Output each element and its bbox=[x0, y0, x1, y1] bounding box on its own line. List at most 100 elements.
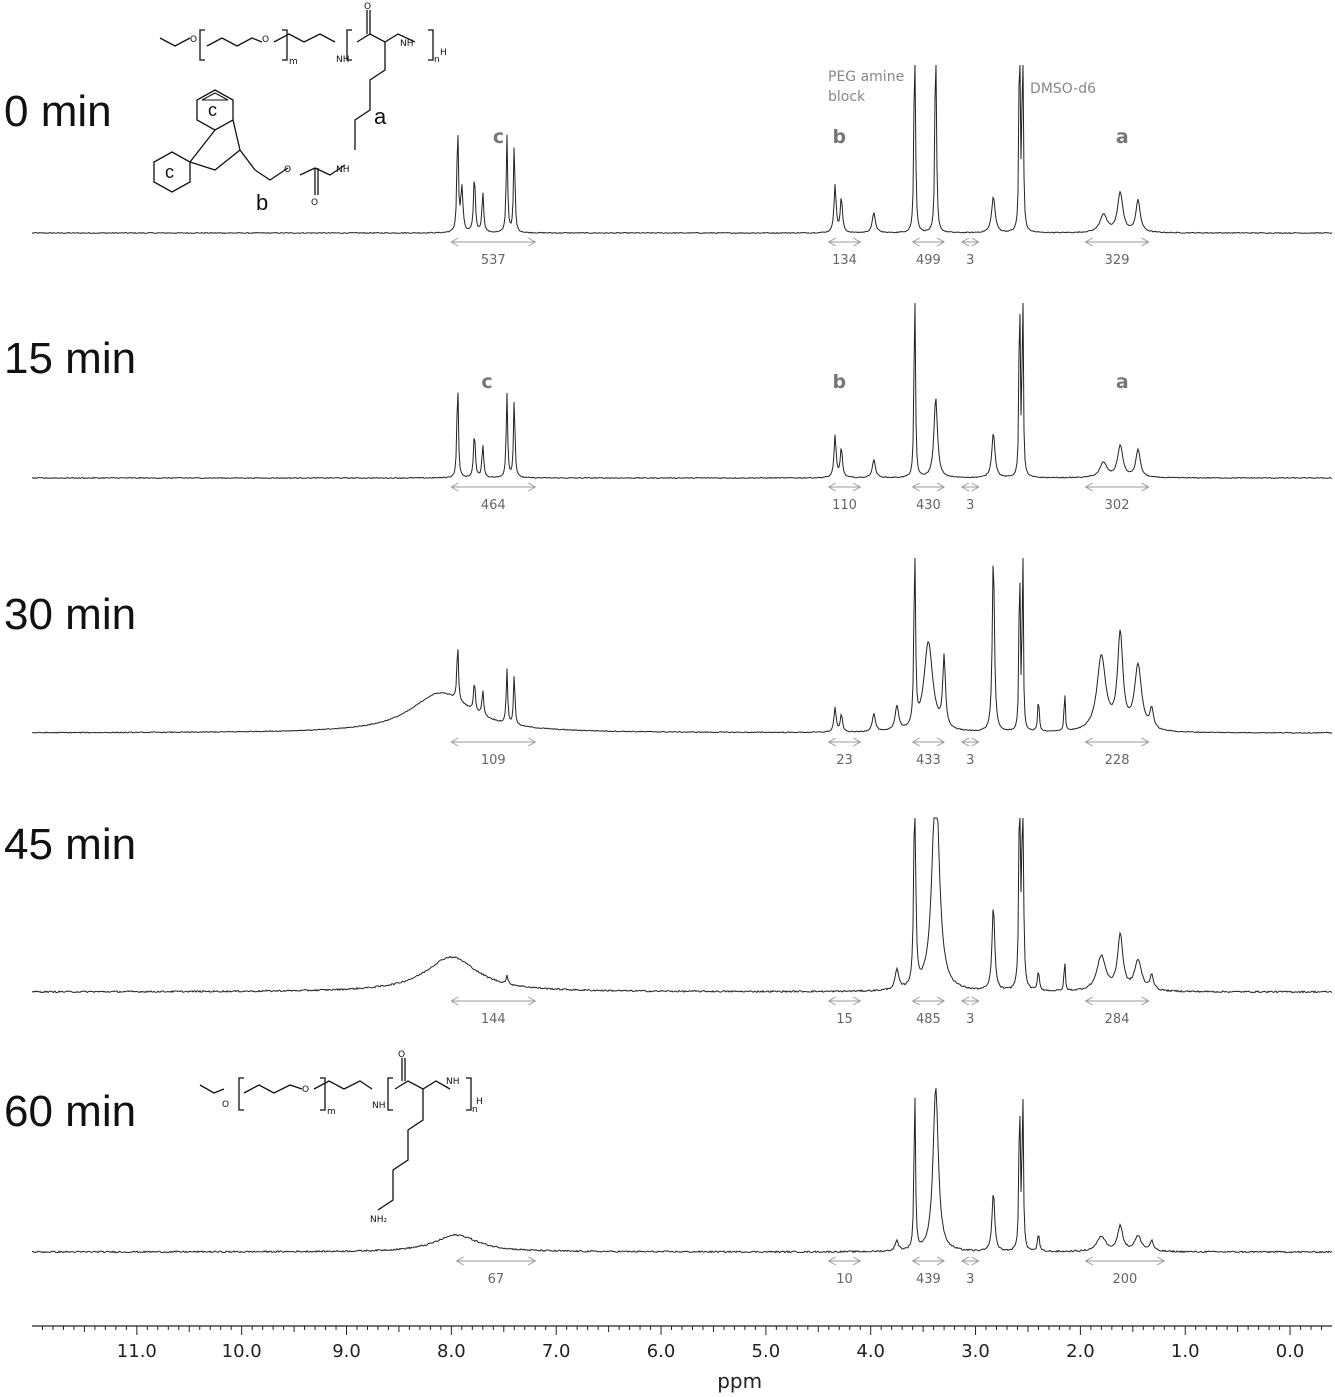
peg-annotation-line2: block bbox=[828, 89, 866, 105]
integral-label: 284 bbox=[1105, 1012, 1130, 1027]
struct-nh1: NH bbox=[336, 55, 350, 65]
integral-label: 464 bbox=[481, 498, 506, 513]
integral-label: 144 bbox=[481, 1012, 506, 1027]
structure-fmoc-labels: O O m NH O NH n H NH O O a b c c bbox=[165, 2, 447, 215]
x-tick-label: 8.0 bbox=[437, 1341, 466, 1362]
integral-label: 3 bbox=[966, 1012, 974, 1027]
spectrum-1: 15 min c b a 464 110 430 3 302 bbox=[4, 302, 1333, 513]
struct-o1: O bbox=[190, 35, 197, 45]
peak-label-a: a bbox=[1116, 126, 1129, 148]
struct-o2: O bbox=[262, 35, 269, 45]
integral: 284 bbox=[1084, 996, 1150, 1027]
struct-n: n bbox=[434, 55, 440, 65]
x-tick-label: 4.0 bbox=[856, 1341, 885, 1362]
x-axis: 11.0 10.0 9.0 8.0 7.0 6.0 5.0 4.0 3.0 2.0 1.0 0.0 pp… bbox=[32, 1325, 1332, 1393]
integral: 439 bbox=[911, 1256, 946, 1287]
spectrum-3: 45 min 144 15 485 3 284 bbox=[4, 817, 1333, 1027]
integral-label: 329 bbox=[1105, 253, 1130, 268]
integral: 3 bbox=[960, 482, 980, 513]
integral-label: 110 bbox=[832, 498, 857, 513]
integral: 15 bbox=[827, 996, 862, 1027]
struct-m: m bbox=[289, 57, 298, 67]
integral-label: 23 bbox=[836, 753, 853, 768]
structure-deprotected-labels: O O m NH O NH n H NH₂ bbox=[222, 1050, 483, 1225]
integral: 3 bbox=[960, 1256, 980, 1287]
integral-label: 3 bbox=[966, 753, 974, 768]
peak-label-a: a bbox=[1116, 371, 1129, 393]
integral-label: 485 bbox=[916, 1012, 941, 1027]
integral-label: 109 bbox=[481, 753, 506, 768]
struct-label-c2: c bbox=[165, 162, 174, 182]
integral: 200 bbox=[1084, 1256, 1166, 1287]
spectrum-4: 60 min 67 10 439 3 200 bbox=[4, 1087, 1333, 1287]
integral-label: 302 bbox=[1105, 498, 1130, 513]
time-label: 15 min bbox=[4, 334, 136, 383]
integral: 228 bbox=[1084, 737, 1150, 768]
spectrum-0: 0 min c b a 537 134 499 3 329 bbox=[4, 64, 1333, 268]
peg-annotation: PEG amine bbox=[828, 69, 904, 85]
dmso-annotation: DMSO-d6 bbox=[1030, 81, 1096, 97]
integral-label: 10 bbox=[836, 1272, 853, 1287]
spectrum-trace bbox=[31, 1088, 1333, 1254]
integral: 10 bbox=[827, 1256, 862, 1287]
integral: 329 bbox=[1084, 237, 1150, 268]
integral-label: 3 bbox=[966, 253, 974, 268]
integral: 109 bbox=[450, 737, 537, 768]
integral: 430 bbox=[911, 482, 946, 513]
integral-label: 15 bbox=[836, 1012, 853, 1027]
spectrum-trace bbox=[31, 64, 1333, 235]
integral: 433 bbox=[911, 737, 946, 768]
integral-label: 439 bbox=[916, 1272, 941, 1287]
struct-h: H bbox=[440, 48, 447, 58]
integral: 302 bbox=[1084, 482, 1150, 513]
spectrum-trace bbox=[31, 302, 1333, 480]
integral-label: 430 bbox=[916, 498, 941, 513]
struct-b-h: H bbox=[476, 1097, 483, 1107]
peak-label-b: b bbox=[832, 126, 846, 148]
struct-nh2: NH bbox=[400, 39, 414, 49]
struct-b-nh1: NH bbox=[372, 1101, 386, 1111]
integral-label: 67 bbox=[488, 1272, 505, 1287]
x-tick-label: 9.0 bbox=[332, 1341, 361, 1362]
integral: 464 bbox=[450, 482, 537, 513]
integral: 485 bbox=[911, 996, 946, 1027]
struct-label-c1: c bbox=[208, 100, 217, 120]
integral: 67 bbox=[455, 1256, 537, 1287]
struct-o5: O bbox=[311, 198, 318, 208]
spectra-group: 0 min c b a 537 134 499 3 329 15 min c b a 464 110 430 3… bbox=[4, 64, 1333, 1287]
spectrum-trace bbox=[31, 817, 1333, 994]
peak-label-b: b bbox=[832, 371, 846, 393]
integral: 134 bbox=[827, 237, 862, 268]
integral-label: 499 bbox=[916, 253, 941, 268]
integral-label: 433 bbox=[916, 753, 941, 768]
spectrum-2: 30 min 109 23 433 3 228 bbox=[4, 557, 1332, 768]
struct-o3: O bbox=[364, 2, 371, 12]
struct-nh3: NH bbox=[336, 165, 350, 175]
struct-o4: O bbox=[284, 165, 291, 175]
integral: 499 bbox=[911, 237, 946, 268]
struct-b-nh2: NH bbox=[446, 1077, 460, 1087]
integral-label: 200 bbox=[1113, 1272, 1138, 1287]
x-tick-label: 7.0 bbox=[542, 1341, 571, 1362]
x-tick-label: 5.0 bbox=[752, 1341, 781, 1362]
integral-label: 228 bbox=[1105, 753, 1130, 768]
integral: 537 bbox=[450, 237, 537, 268]
x-tick-label: 10.0 bbox=[222, 1341, 262, 1362]
spectrum-trace bbox=[32, 557, 1332, 734]
x-tick-label: 11.0 bbox=[117, 1341, 157, 1362]
struct-b-m: m bbox=[327, 1107, 336, 1117]
integral: 110 bbox=[827, 482, 862, 513]
peak-label-c: c bbox=[493, 126, 504, 148]
x-tick-label: 0.0 bbox=[1276, 1341, 1305, 1362]
time-label: 30 min bbox=[4, 590, 136, 639]
structure-deprotected bbox=[199, 1058, 472, 1211]
integral-label: 537 bbox=[481, 253, 506, 268]
struct-b-nh2-terminal: NH₂ bbox=[370, 1215, 388, 1225]
time-label: 60 min bbox=[4, 1087, 136, 1136]
peak-label-c: c bbox=[481, 371, 492, 393]
x-tick-label: 6.0 bbox=[647, 1341, 676, 1362]
integral-label: 3 bbox=[966, 498, 974, 513]
integral: 23 bbox=[827, 737, 862, 768]
x-tick-label: 3.0 bbox=[961, 1341, 990, 1362]
